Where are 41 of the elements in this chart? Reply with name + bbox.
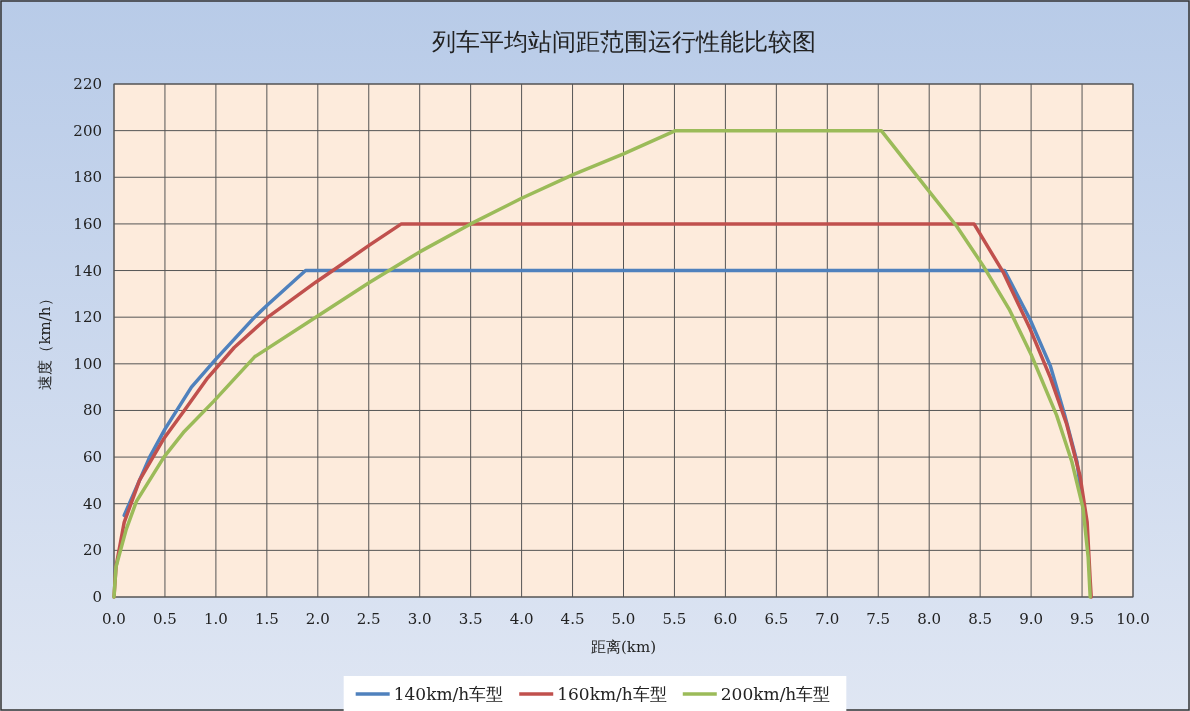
x-tick-label: 2.0 [305,610,330,628]
x-tick-label: 4.0 [509,610,534,628]
y-tick-label: 60 [82,448,102,467]
legend-label: 200km/h车型 [720,684,831,704]
legend-label: 140km/h车型 [393,684,504,704]
x-tick-label: 7.5 [866,610,891,628]
y-tick-label: 40 [82,494,102,513]
x-tick-label: 8.5 [968,610,993,628]
y-tick-label: 0 [92,588,102,606]
y-tick-label: 20 [82,541,102,560]
x-tick-label: 6.5 [764,610,789,628]
x-tick-label: 2.5 [356,610,381,628]
x-tick-label: 8.0 [917,610,942,628]
y-tick-label: 220 [73,75,102,93]
x-tick-label: 0.0 [102,610,126,628]
x-tick-label: 9.5 [1070,610,1094,628]
x-tick-label: 0.5 [153,610,177,628]
x-tick-label: 3.0 [407,610,432,628]
y-axis-title: 速度（km/h） [36,291,54,390]
y-tick-label: 80 [82,401,102,420]
x-tick-label: 7.0 [815,610,840,628]
legend-label: 160km/h车型 [557,684,667,704]
y-tick-label: 140 [73,261,102,280]
chart-title: 列车平均站间距范围运行性能比较图 [431,28,816,56]
y-tick-label: 120 [73,308,102,327]
y-tick-label: 180 [73,168,102,187]
x-tick-label: 4.5 [560,610,585,628]
x-axis-title: 距离(km) [590,638,657,656]
x-tick-label: 3.5 [458,610,483,628]
x-tick-label: 1.0 [203,610,228,628]
x-tick-label: 5.0 [611,610,636,628]
x-tick-label: 9.0 [1019,610,1044,628]
line-series [112,222,1093,599]
x-tick-label: 5.5 [662,610,687,628]
x-tick-label: 6.0 [713,610,738,628]
line-series [112,128,1092,599]
y-tick-label: 200 [73,121,102,140]
y-tick-label: 160 [73,214,102,233]
x-tick-label: 10.0 [1116,610,1150,628]
x-tick-label: 1.5 [254,610,279,628]
y-tick-label: 100 [73,354,102,373]
